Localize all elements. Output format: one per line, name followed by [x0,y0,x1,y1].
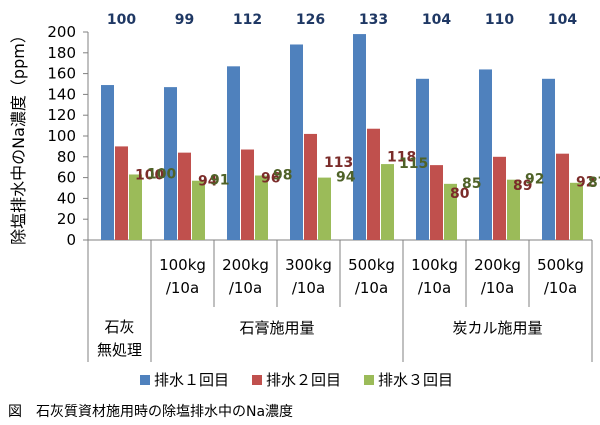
data-label: 104 [422,12,451,28]
category-label: 200kg [474,256,521,274]
category-label: 100kg [159,256,206,274]
y-tick-label: 180 [47,44,76,62]
data-label: 94 [336,170,356,186]
category-label: /10a [418,279,451,297]
bar [444,183,457,240]
bar [115,146,128,240]
legend-swatch [252,375,262,385]
bar [192,180,205,240]
data-label: 92 [525,172,544,188]
data-label: 113 [324,155,353,171]
data-label: 133 [359,12,388,28]
bar [101,85,114,240]
group-label: 石灰 [104,318,134,336]
category-label: 100kg [411,256,458,274]
category-axis: 100kg/10a 200kg/10a 300kg/10a 500kg/10a 100k… [87,240,593,362]
data-label: 112 [233,12,262,28]
data-label: 92 [576,175,595,191]
category-label: /10a [355,279,388,297]
y-tick-label: 160 [47,65,76,83]
y-axis-label: 除塩排水中のNa濃度（ppm） [9,27,28,245]
category-label: /10a [292,279,325,297]
data-label: 115 [399,156,428,172]
bar [164,87,177,241]
y-axis-title: 除塩排水中のNa濃度（ppm） [9,27,28,245]
bar [353,34,366,240]
y-tick-label: 120 [47,106,76,124]
bar [318,177,331,240]
bar [493,156,506,240]
y-tick-label: 0 [66,231,76,249]
y-tick-label: 40 [57,189,76,207]
category-label: 300kg [285,256,332,274]
data-label: 89 [513,178,532,194]
y-tick-label: 20 [57,210,76,228]
y-tick-label: 100 [47,127,76,145]
y-axis-ticks: 0 20 40 60 80 100 120 140 160 180 200 [47,23,88,249]
data-label: 85 [462,176,481,192]
group-label: 石膏施用量 [239,319,314,337]
category-label: 200kg [222,256,269,274]
bar [542,78,555,240]
data-label: 80 [450,186,470,202]
category-label: /10a [544,279,577,297]
bar [479,69,492,240]
bar [430,165,443,240]
bar [255,175,268,240]
data-labels: 100 99 112 126 133 104 110 104 100 94 96 113 118 80 89… [107,12,600,202]
bar [367,128,380,240]
legend-swatch [364,375,374,385]
legend-swatch [140,375,150,385]
data-label: 100 [147,166,176,182]
data-label: 87 [588,175,600,191]
bar [304,133,317,240]
bar [241,149,254,240]
y-tick-label: 200 [47,23,76,41]
y-tick-label: 80 [57,148,76,166]
data-label: 96 [261,171,280,187]
bar [178,152,191,240]
data-label: 99 [175,12,194,28]
y-tick-label: 60 [57,169,76,187]
category-label: /10a [166,279,199,297]
category-label: /10a [481,279,514,297]
bar [556,153,569,240]
bars [101,34,583,241]
legend-label: 排水１回目 [154,371,229,389]
y-tick-label: 140 [47,85,76,103]
legend: 排水１回目 排水２回目 排水３回目 [140,371,453,389]
data-label: 91 [210,173,229,189]
data-label: 94 [198,174,218,190]
data-label: 126 [296,12,325,28]
data-label: 104 [548,12,577,28]
data-label: 100 [107,12,136,28]
group-label: 炭カル施用量 [452,319,542,337]
bar [416,78,429,240]
bar [381,164,394,240]
bar [129,174,142,240]
bar [290,44,303,241]
bar [507,179,520,240]
data-label: 110 [485,12,514,28]
category-label: 500kg [348,256,395,274]
data-label: 100 [135,167,164,183]
category-label: 500kg [537,256,584,274]
category-label: /10a [229,279,262,297]
legend-label: 排水３回目 [378,371,453,389]
bar [227,66,240,240]
group-label: 無処理 [97,341,142,359]
legend-label: 排水２回目 [266,371,341,389]
figure-caption: 図 石灰質資材施用時の除塩排水中のNa濃度 [8,404,293,420]
data-label: 118 [387,150,416,166]
data-label: 98 [273,168,292,184]
bar [570,182,583,240]
